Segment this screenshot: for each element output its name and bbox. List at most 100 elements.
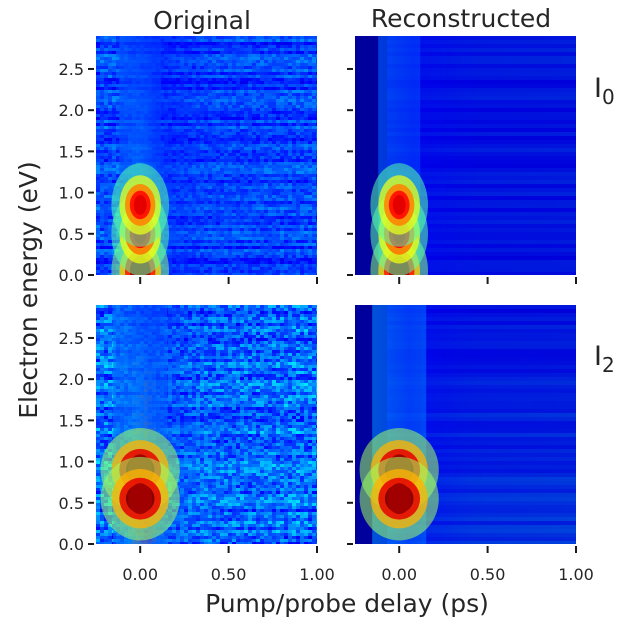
heatmap-noise-cell <box>100 240 104 243</box>
heatmap-noise-cell <box>100 72 104 75</box>
heatmap-noise-cell <box>104 195 108 198</box>
heatmap-noise-cell <box>104 186 108 189</box>
heatmap-noise-cell <box>104 264 108 267</box>
heatmap-noise-cell <box>96 99 100 102</box>
heatmap-noise-cell <box>104 69 108 72</box>
heatmap-noise-cell <box>100 141 104 144</box>
heatmap-noise-cell <box>108 111 112 114</box>
heatmap-noise-cell <box>112 117 116 120</box>
heatmap-noise-cell <box>108 198 112 201</box>
heatmap-noise-cell <box>100 78 104 81</box>
heatmap-noise-cell <box>96 225 100 228</box>
heatmap-noise-cell <box>96 165 100 168</box>
heatmap-noise-cell <box>96 267 100 270</box>
heatmap-noise-cell <box>108 51 112 54</box>
heatmap-feature-3 <box>370 163 429 247</box>
heatmap-noise-cell <box>112 180 116 183</box>
column-title-reconstructed: Reconstructed <box>371 4 551 33</box>
heatmap-noise-cell <box>108 42 112 45</box>
heatmap-noise-cell <box>96 326 100 329</box>
heatmap-noise-cell <box>116 69 120 72</box>
heatmap-noise-cell <box>108 141 112 144</box>
heatmap-noise-cell <box>112 39 116 42</box>
heatmap-noise-cell <box>96 183 100 186</box>
heatmap-noise-cell <box>108 39 112 42</box>
heatmap-noise-cell <box>104 78 108 81</box>
heatmap-noise-cell <box>116 57 120 60</box>
heatmap-noise-cell <box>108 201 112 204</box>
heatmap-noise-cell <box>100 234 104 237</box>
heatmap-noise-cell <box>112 153 116 156</box>
heatmap-noise-cell <box>116 168 120 171</box>
heatmap-noise-cell <box>116 72 120 75</box>
heatmap-noise-cell <box>96 45 100 48</box>
heatmap-noise-cell <box>96 123 100 126</box>
heatmap-noise-cell <box>108 216 112 219</box>
heatmap-noise-cell <box>100 87 104 90</box>
heatmap-noise-cell <box>100 144 104 147</box>
heatmap-noise-cell <box>100 237 104 240</box>
heatmap-noise-cell <box>100 171 104 174</box>
heatmap-noise-cell <box>108 326 112 329</box>
heatmap-noise-cell <box>100 189 104 192</box>
heatmap-noise-cell <box>104 135 108 138</box>
heatmap-noise-cell <box>104 42 108 45</box>
heatmap-noise-cell <box>116 144 120 147</box>
heatmap-noise-cell <box>108 75 112 78</box>
heatmap-noise-cell <box>104 45 108 48</box>
heatmap-noise-cell <box>104 234 108 237</box>
heatmap-noise-cell <box>112 123 116 126</box>
heatmap-noise-cell <box>104 138 108 141</box>
heatmap-noise-cell <box>108 45 112 48</box>
heatmap-noise-cell <box>108 135 112 138</box>
heatmap-noise-cell <box>104 243 108 246</box>
heatmap-noise-cell <box>104 314 108 317</box>
heatmap-noise-cell <box>96 216 100 219</box>
heatmap-noise-cell <box>104 228 108 231</box>
heatmap-noise-cell <box>96 84 100 87</box>
heatmap-noise-cell <box>112 60 116 63</box>
heatmap-noise-cell <box>100 264 104 267</box>
heatmap-noise-cell <box>100 54 104 57</box>
heatmap-noise-cell <box>116 138 120 141</box>
heatmap-noise-cell <box>108 123 112 126</box>
heatmap-noise-cell <box>108 36 112 39</box>
axes-1: 0.00.51.01.52.02.5 <box>59 60 318 285</box>
heatmap-noise-cell <box>116 153 120 156</box>
heatmap-noise-cell <box>96 308 100 311</box>
heatmap-noise-cell <box>116 90 120 93</box>
x-axis-label: Pump/probe delay (ps) <box>205 589 489 618</box>
heatmap-noise-cell <box>108 308 112 311</box>
heatmap-noise-cell <box>104 141 108 144</box>
heatmap-noise-cell <box>116 129 120 132</box>
heatmap-noise-cell <box>100 320 104 323</box>
heatmap-noise-cell <box>108 156 112 159</box>
heatmap-noise-cell <box>108 96 112 99</box>
heatmap-noise-cell <box>96 66 100 69</box>
heatmap-noise-cell <box>108 159 112 162</box>
heatmap-noise-cell <box>100 93 104 96</box>
heatmap-noise-cell <box>112 174 116 177</box>
heatmap-noise-cell <box>108 180 112 183</box>
heatmap-noise-cell <box>112 90 116 93</box>
heatmap-noise-cell <box>112 84 116 87</box>
heatmap-noise-cell <box>108 165 112 168</box>
heatmap-noise-cell <box>116 147 120 150</box>
heatmap-noise-cell <box>112 120 116 123</box>
heatmap-noise-cell <box>104 114 108 117</box>
heatmap-noise-cell <box>100 60 104 63</box>
heatmap-noise-cell <box>100 153 104 156</box>
heatmap-noise-cell <box>116 99 120 102</box>
heatmap-noise-cell <box>100 132 104 135</box>
heatmap-noise-cell <box>100 147 104 150</box>
heatmap-noise-cell <box>108 171 112 174</box>
heatmap-noise-cell <box>104 192 108 195</box>
heatmap-noise-cell <box>108 105 112 108</box>
heatmap-noise-cell <box>100 243 104 246</box>
heatmap-noise-cell <box>100 36 104 39</box>
heatmap-noise-cell <box>108 81 112 84</box>
heatmap-noise-cell <box>108 264 112 267</box>
heatmap-noise-cell <box>112 87 116 90</box>
heatmap-noise-cell <box>96 213 100 216</box>
heatmap-noise-cell <box>100 45 104 48</box>
